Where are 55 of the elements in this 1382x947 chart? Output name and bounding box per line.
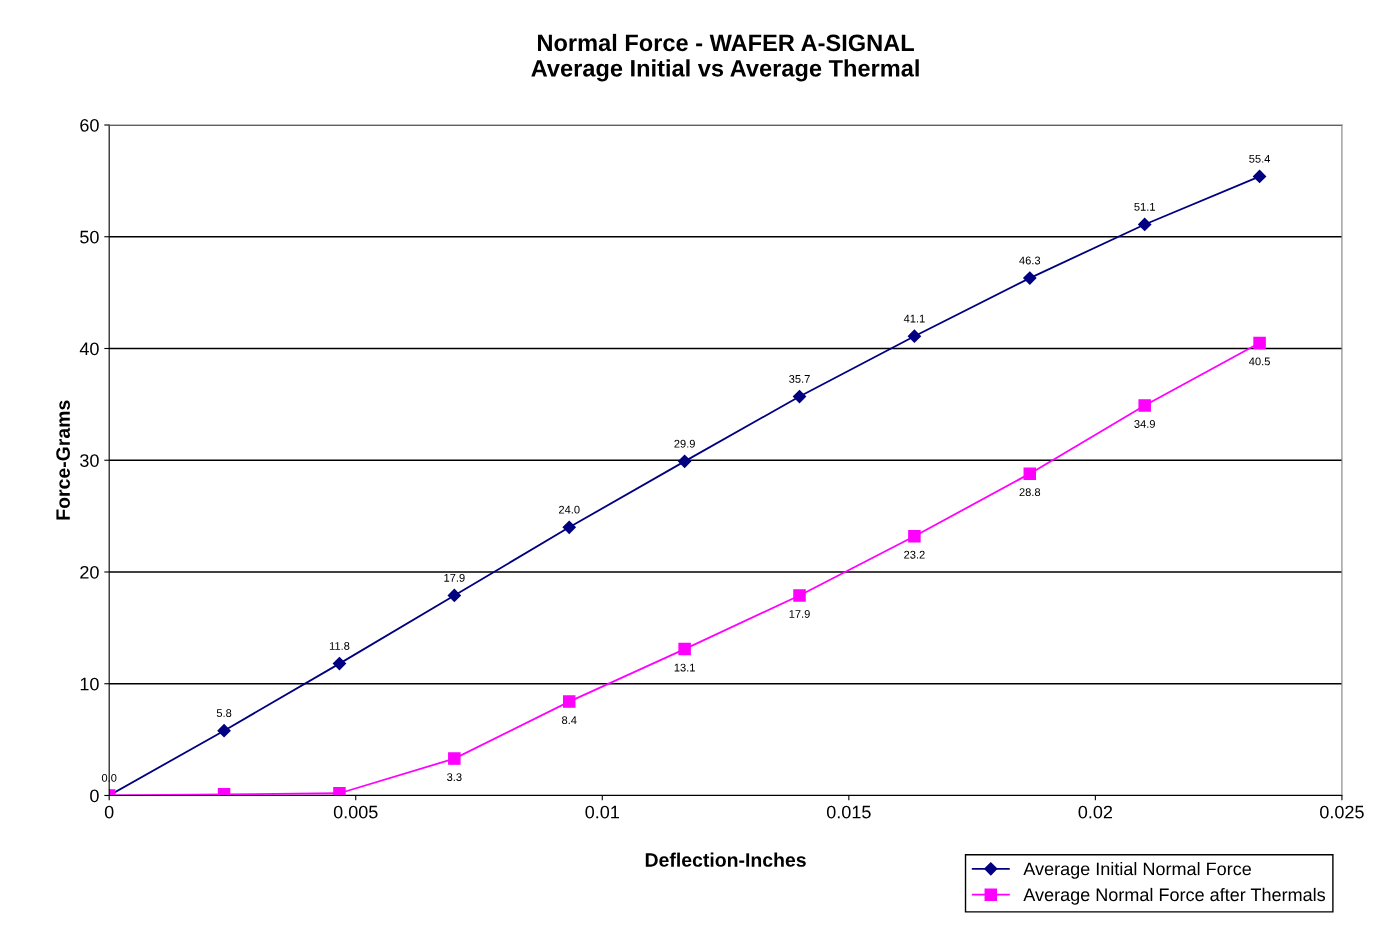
data-label: 29.9 (674, 439, 695, 448)
x-tick-label: 0 (104, 805, 114, 819)
point (678, 642, 691, 656)
data-label: 17.9 (444, 573, 465, 582)
data-label: 13.1 (674, 663, 695, 672)
x-tick-label: 0.015 (826, 805, 871, 819)
point (217, 724, 231, 738)
legend-label: Average Normal Force after Thermals (1023, 887, 1326, 905)
y-tick-label: 10 (80, 677, 99, 691)
point (678, 454, 692, 468)
point (562, 520, 576, 534)
data-label: 41.1 (903, 314, 925, 323)
data-label: 34.9 (1134, 420, 1155, 428)
y-tick-label: 0 (90, 789, 99, 803)
y-tick-label: 30 (80, 454, 99, 467)
data-label: 35.7 (789, 374, 810, 383)
point (1023, 271, 1037, 285)
data-label: 23.2 (904, 550, 925, 559)
data-label: 8.4 (562, 716, 577, 725)
x-tick-label: 0.005 (333, 805, 378, 819)
point (332, 657, 347, 671)
data-label: 24.0 (558, 505, 580, 514)
data-label: 55.4 (1249, 154, 1271, 163)
x-tick-label: 0.025 (1320, 805, 1364, 819)
chart-title: Normal Force - WAFER A-SIGNAL Average Initial vs Average Thermal (531, 33, 919, 82)
y-axis-title: Force-Grams (56, 400, 70, 520)
data-label: 5.8 (216, 709, 232, 717)
data-label: 17.9 (789, 610, 810, 618)
point (333, 786, 346, 796)
point (1253, 336, 1266, 350)
data-label: 40.5 (1249, 357, 1270, 366)
data-label: 51.1 (1134, 203, 1155, 211)
legend-label: Average Initial Normal Force (1023, 862, 1251, 879)
point (1138, 399, 1151, 412)
y-tick-label: 60 (80, 118, 99, 132)
data-label: 28.8 (1019, 488, 1041, 497)
point (908, 529, 921, 543)
x-axis-title: Deflection-Inches (645, 852, 806, 867)
data-label: 3.3 (447, 773, 462, 782)
y-tick-label: 40 (79, 342, 99, 356)
y-tick-label: 20 (80, 565, 99, 579)
point (1138, 217, 1152, 232)
x-tick-label: 0.02 (1078, 805, 1113, 819)
point (562, 695, 576, 708)
point (448, 752, 461, 765)
point (792, 389, 807, 404)
point (1252, 169, 1267, 183)
x-tick-label: 0.01 (585, 805, 619, 819)
point (447, 588, 461, 603)
point (1023, 467, 1037, 480)
data-label: 11.8 (329, 642, 350, 650)
point (907, 329, 921, 343)
point (793, 589, 806, 602)
data-label: 46.3 (1019, 256, 1041, 265)
y-tick-label: 50 (80, 230, 99, 244)
